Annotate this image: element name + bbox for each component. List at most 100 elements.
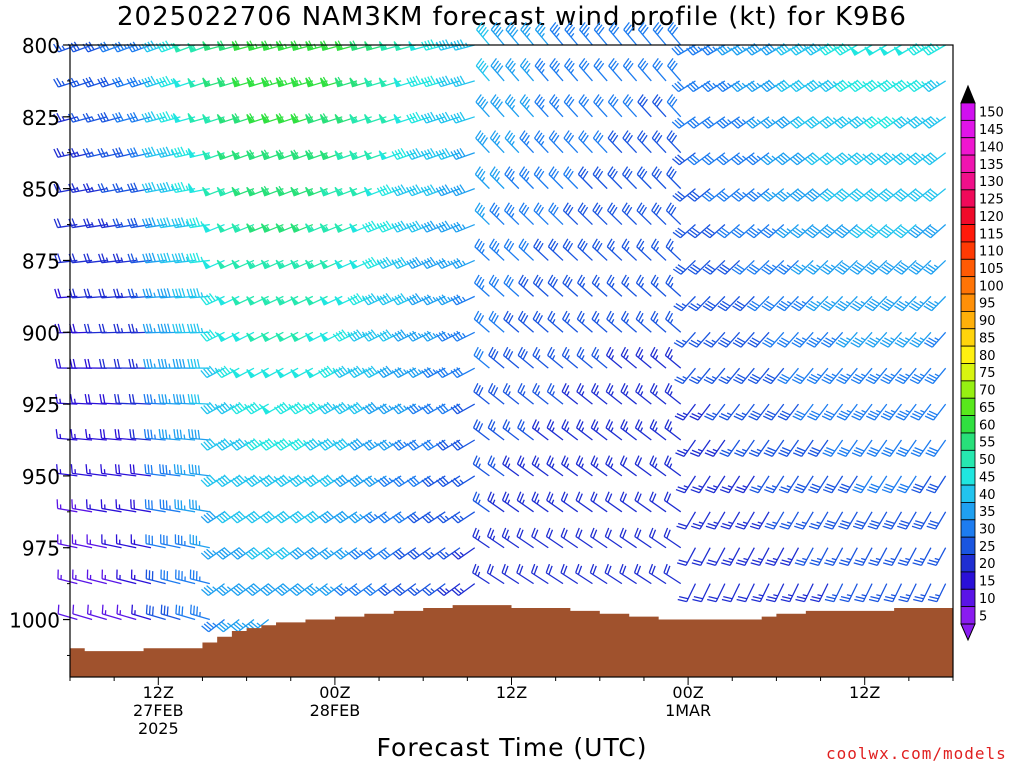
wind-barb: [187, 113, 210, 123]
wind-barb: [913, 583, 932, 603]
wind-barb: [824, 583, 844, 603]
wind-barb: [849, 44, 873, 56]
colorbar-cell: [960, 502, 976, 521]
wind-barb: [347, 365, 372, 379]
x-tick-label: 27FEB: [133, 701, 184, 720]
wind-barb: [563, 130, 579, 154]
wind-barb: [231, 223, 255, 233]
colorbar-cell: [960, 102, 976, 121]
wind-barb: [487, 455, 505, 477]
wind-barb: [349, 223, 372, 233]
wind-barb: [663, 563, 682, 585]
wind-barb: [200, 293, 225, 306]
wind-barb: [189, 604, 210, 621]
colorbar-cell: [960, 119, 976, 139]
wind-barb: [489, 130, 505, 154]
wind-barb: [472, 419, 490, 441]
wind-barb: [718, 367, 741, 385]
wind-barb: [534, 21, 549, 46]
colorbar-label: 110: [979, 245, 1004, 260]
wind-barb: [765, 583, 785, 603]
wind-barb: [305, 149, 328, 161]
wind-barb: [174, 499, 196, 513]
wind-barb: [504, 166, 520, 190]
wind-barb: [246, 149, 269, 161]
wind-barb: [652, 58, 667, 82]
wind-barb: [362, 293, 387, 306]
wind-barb: [922, 188, 947, 202]
wind-barb: [531, 419, 549, 441]
wind-barb: [634, 419, 652, 441]
wind-barb: [421, 439, 446, 451]
wind-barb: [318, 401, 343, 415]
wind-barb: [83, 253, 107, 264]
wind-barb: [532, 274, 549, 297]
wind-barb: [747, 367, 770, 385]
wind-barb: [664, 455, 682, 477]
wind-barb: [621, 274, 638, 297]
wind-barb: [736, 583, 755, 603]
colorbar-label: 50: [979, 453, 996, 468]
wind-barb: [547, 310, 564, 333]
wind-barb: [534, 130, 549, 154]
wind-barb: [334, 295, 358, 306]
colorbar-label: 65: [979, 401, 996, 416]
wind-barb: [880, 367, 902, 385]
wind-barb: [501, 491, 520, 513]
wind-barb: [487, 419, 505, 441]
wind-barb: [332, 438, 358, 451]
wind-barb: [649, 491, 667, 513]
wind-barb: [880, 403, 903, 421]
wind-barb: [605, 419, 623, 441]
wind-barb: [519, 58, 535, 82]
colorbar-cell: [960, 519, 976, 538]
wind-barb: [160, 534, 181, 549]
wind-barb: [589, 527, 608, 549]
wind-barb: [590, 419, 608, 441]
wind-barb: [667, 58, 682, 82]
wind-barb: [651, 166, 667, 190]
wind-barb: [548, 166, 564, 190]
wind-barb: [436, 475, 461, 488]
wind-barb: [730, 44, 755, 56]
wind-barb: [187, 393, 210, 405]
wind-barb: [672, 188, 696, 202]
colorbar-label: 45: [979, 470, 996, 485]
wind-barb: [318, 438, 343, 451]
wind-barb: [608, 58, 623, 82]
wind-barb: [590, 455, 608, 477]
wind-barb: [216, 76, 240, 88]
wind-barb: [173, 464, 196, 477]
wind-barb: [663, 527, 682, 549]
wind-barb: [619, 563, 637, 585]
wind-barb: [633, 563, 652, 585]
wind-barb: [665, 274, 682, 297]
wind-barb: [260, 295, 284, 306]
wind-barb: [229, 401, 255, 415]
wind-barb: [319, 259, 343, 270]
colorbar-label: 75: [979, 366, 996, 381]
wind-barb: [636, 166, 652, 190]
wind-barb: [909, 331, 932, 348]
wind-barb: [774, 42, 799, 56]
wind-barb: [881, 439, 903, 457]
colorbar-label: 115: [979, 227, 1004, 242]
wind-barb: [806, 367, 829, 385]
wind-barb: [156, 252, 181, 264]
wind-barb: [605, 383, 623, 405]
wind-barb: [593, 21, 608, 46]
credit-link[interactable]: coolwx.com/models: [826, 744, 1007, 763]
wind-barb: [517, 419, 534, 441]
wind-barb: [907, 79, 932, 93]
wind-barb: [850, 331, 873, 348]
wind-barb: [895, 439, 917, 457]
wind-barb: [688, 367, 711, 385]
wind-barb: [894, 295, 917, 312]
wind-barb: [706, 547, 726, 566]
wind-barb: [746, 224, 770, 239]
wind-barb: [489, 202, 505, 226]
wind-barb: [533, 202, 549, 226]
wind-barb: [622, 166, 638, 190]
terrain-layer: [70, 605, 953, 677]
wind-barb: [735, 511, 755, 530]
